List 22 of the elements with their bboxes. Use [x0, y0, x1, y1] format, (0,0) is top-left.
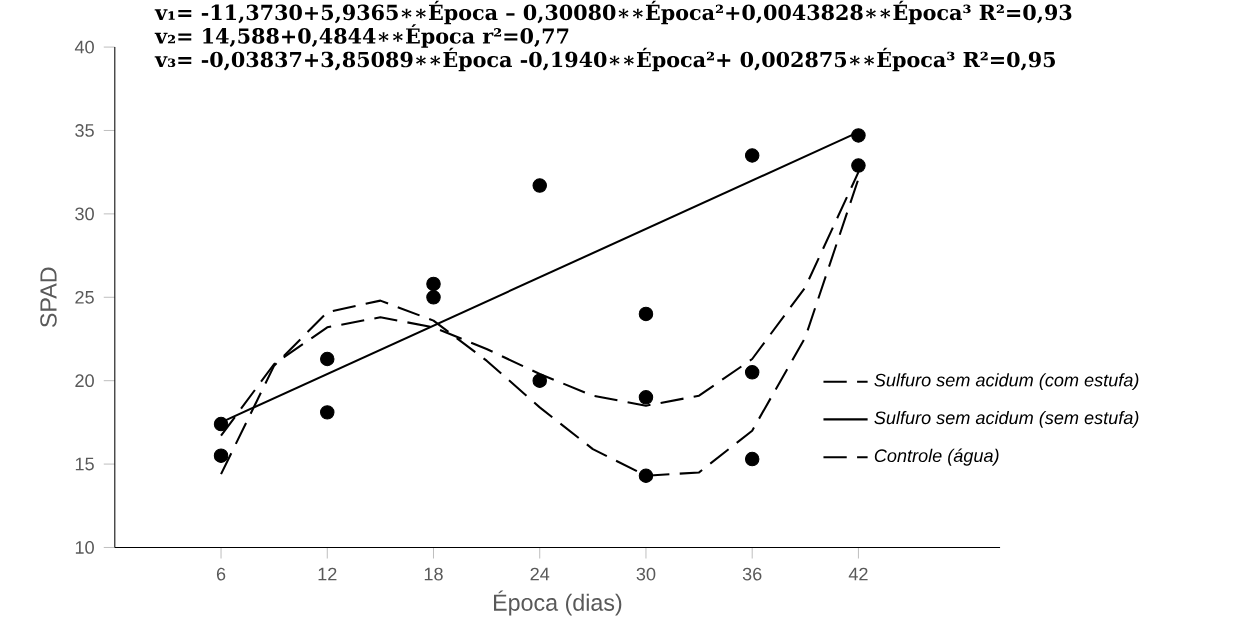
legend-label: Sulfuro sem acidum (sem estufa): [874, 410, 1139, 428]
legend-label: Sulfuro sem acidum (com estufa): [874, 373, 1139, 391]
y-tick-label: 20: [75, 374, 94, 388]
annotation: v₃= -0,03837+3,85089∗∗Época -0,1940∗∗Época²+ 0,002875∗∗Época³ R²=0,95: [154, 47, 1055, 72]
x-tick-label: 36: [742, 567, 762, 581]
x-tick-label: 18: [424, 567, 443, 581]
x-axis-title: Época (dias): [494, 590, 622, 616]
text: v₁= -11,3730+5,9365∗∗Época – 0,30080∗∗Época²+0,0043828∗∗Época³ R²=0,93: [154, 0, 1072, 25]
y-axis-title: SPAD: [40, 267, 57, 328]
x-tick-label: 24: [530, 567, 550, 581]
y-tick-label: 10: [75, 541, 94, 554]
x-tick-label: 42: [848, 567, 868, 581]
y-tick-label: 35: [75, 124, 94, 137]
annotation: v₂= 14,588+0,4844∗∗Época r²=0,77: [154, 24, 569, 48]
x-tick-label: 12: [318, 567, 337, 581]
x-tick-label: 30: [636, 567, 656, 581]
y-tick-label: 25: [75, 290, 94, 304]
x-tick-label: 6: [216, 567, 226, 581]
y-tick-label: 30: [75, 207, 94, 221]
y-tick-label: 15: [75, 457, 94, 471]
legend-label: Controle (água): [874, 448, 999, 466]
y-tick-label: 40: [74, 40, 94, 54]
